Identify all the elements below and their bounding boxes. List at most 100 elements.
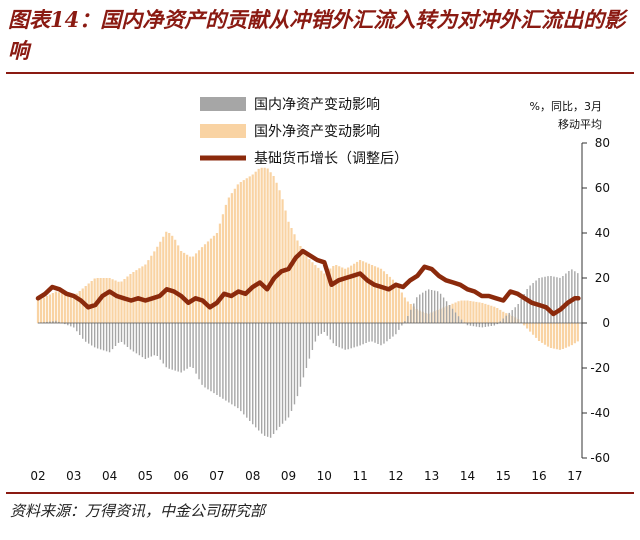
foreign-bar-117 bbox=[385, 274, 389, 323]
foreign-bar-7 bbox=[57, 292, 60, 323]
domestic-bar-82 bbox=[281, 323, 284, 424]
foreign-bar-165 bbox=[529, 323, 532, 332]
domestic-bar-24 bbox=[108, 323, 111, 353]
foreign-bar-181 bbox=[576, 323, 579, 342]
foreign-bar-121 bbox=[397, 287, 400, 323]
domestic-bar-18 bbox=[90, 323, 93, 346]
domestic-bar-152 bbox=[490, 323, 493, 326]
foreign-bar-53 bbox=[194, 253, 198, 323]
domestic-bar-5 bbox=[52, 321, 54, 323]
foreign-bar-91 bbox=[308, 259, 311, 323]
foreign-bar-146 bbox=[472, 301, 475, 323]
domestic-bar-151 bbox=[487, 323, 490, 327]
foreign-bar-123 bbox=[403, 297, 406, 323]
foreign-bar-66 bbox=[233, 188, 236, 323]
domestic-bar-158 bbox=[508, 312, 510, 323]
foreign-bar-5 bbox=[51, 293, 55, 323]
domestic-bar-11 bbox=[70, 323, 72, 327]
domestic-bar-64 bbox=[228, 323, 230, 403]
domestic-bar-117 bbox=[386, 323, 388, 342]
domestic-bar-91 bbox=[308, 323, 311, 359]
domestic-bar-59 bbox=[213, 323, 215, 394]
domestic-bar-25 bbox=[111, 323, 114, 350]
foreign-bar-103 bbox=[344, 268, 347, 323]
domestic-bar-106 bbox=[353, 323, 355, 348]
domestic-bar-108 bbox=[359, 323, 361, 346]
foreign-bar-171 bbox=[546, 323, 550, 347]
x-tick-label: 13 bbox=[424, 469, 439, 483]
foreign-bar-145 bbox=[469, 300, 472, 323]
foreign-bar-19 bbox=[93, 278, 96, 323]
foreign-bar-40 bbox=[156, 246, 159, 323]
domestic-bar-36 bbox=[144, 323, 147, 359]
foreign-bar-106 bbox=[353, 263, 356, 323]
x-tick-label: 04 bbox=[102, 469, 117, 483]
domestic-bar-33 bbox=[135, 323, 138, 354]
domestic-bar-69 bbox=[243, 323, 245, 415]
foreign-bar-64 bbox=[227, 197, 230, 323]
domestic-bar-140 bbox=[454, 312, 457, 323]
domestic-bar-51 bbox=[189, 323, 191, 367]
domestic-bar-76 bbox=[263, 323, 266, 436]
domestic-bar-29 bbox=[123, 323, 126, 345]
domestic-bar-131 bbox=[428, 289, 430, 323]
domestic-bar-89 bbox=[302, 323, 305, 378]
foreign-bar-35 bbox=[141, 266, 144, 323]
foreign-bar-45 bbox=[171, 235, 174, 323]
domestic-bar-71 bbox=[249, 323, 251, 421]
foreign-bar-118 bbox=[388, 276, 392, 323]
domestic-bar-128 bbox=[419, 294, 421, 323]
foreign-bar-167 bbox=[534, 323, 538, 338]
domestic-bar-88 bbox=[299, 323, 302, 387]
foreign-bar-1 bbox=[39, 299, 43, 323]
foreign-bar-69 bbox=[242, 180, 245, 323]
foreign-bar-124 bbox=[406, 301, 409, 323]
foreign-bar-36 bbox=[144, 264, 147, 323]
legend-label-domestic: 国内净资产变动影响 bbox=[254, 97, 380, 113]
x-tick-label: 16 bbox=[531, 469, 546, 483]
foreign-bar-71 bbox=[248, 176, 251, 323]
foreign-bar-147 bbox=[475, 301, 478, 323]
foreign-bar-58 bbox=[209, 238, 213, 323]
foreign-bar-120 bbox=[394, 282, 397, 323]
foreign-bar-166 bbox=[531, 323, 535, 335]
foreign-bar-14 bbox=[78, 291, 81, 323]
domestic-bar-127 bbox=[416, 297, 418, 323]
foreign-bar-27 bbox=[117, 281, 120, 323]
x-tick-label: 08 bbox=[245, 469, 260, 483]
foreign-bar-119 bbox=[391, 279, 395, 323]
domestic-bar-104 bbox=[347, 323, 349, 350]
foreign-bar-149 bbox=[481, 302, 484, 323]
domestic-bar-52 bbox=[192, 323, 194, 368]
foreign-bar-178 bbox=[567, 323, 570, 347]
domestic-bar-44 bbox=[168, 323, 170, 369]
foreign-bar-77 bbox=[266, 168, 269, 323]
foreign-bar-78 bbox=[269, 172, 272, 323]
foreign-bar-110 bbox=[364, 262, 368, 323]
foreign-bar-168 bbox=[537, 323, 541, 341]
domestic-bars bbox=[37, 269, 579, 438]
domestic-bar-19 bbox=[93, 323, 96, 348]
domestic-bar-21 bbox=[99, 323, 102, 350]
foreign-bar-59 bbox=[212, 235, 216, 323]
foreign-bar-98 bbox=[329, 268, 332, 323]
foreign-bar-76 bbox=[263, 167, 266, 323]
domestic-bar-148 bbox=[478, 323, 481, 328]
foreign-bar-150 bbox=[484, 303, 487, 323]
domestic-bar-16 bbox=[85, 323, 87, 342]
domestic-bar-37 bbox=[147, 323, 150, 358]
domestic-bar-160 bbox=[514, 307, 516, 323]
domestic-bar-115 bbox=[380, 323, 382, 346]
domestic-bar-161 bbox=[517, 304, 519, 323]
domestic-bar-123 bbox=[404, 321, 406, 323]
foreign-bar-61 bbox=[218, 223, 222, 323]
domestic-bar-133 bbox=[433, 290, 436, 323]
foreign-bar-142 bbox=[460, 300, 463, 323]
foreign-bar-73 bbox=[254, 171, 257, 323]
domestic-bar-74 bbox=[258, 323, 260, 431]
foreign-bar-152 bbox=[490, 305, 493, 323]
foreign-bar-28 bbox=[120, 281, 123, 323]
domestic-bar-40 bbox=[156, 323, 158, 356]
foreign-bar-26 bbox=[114, 280, 117, 323]
foreign-bar-116 bbox=[382, 271, 386, 323]
